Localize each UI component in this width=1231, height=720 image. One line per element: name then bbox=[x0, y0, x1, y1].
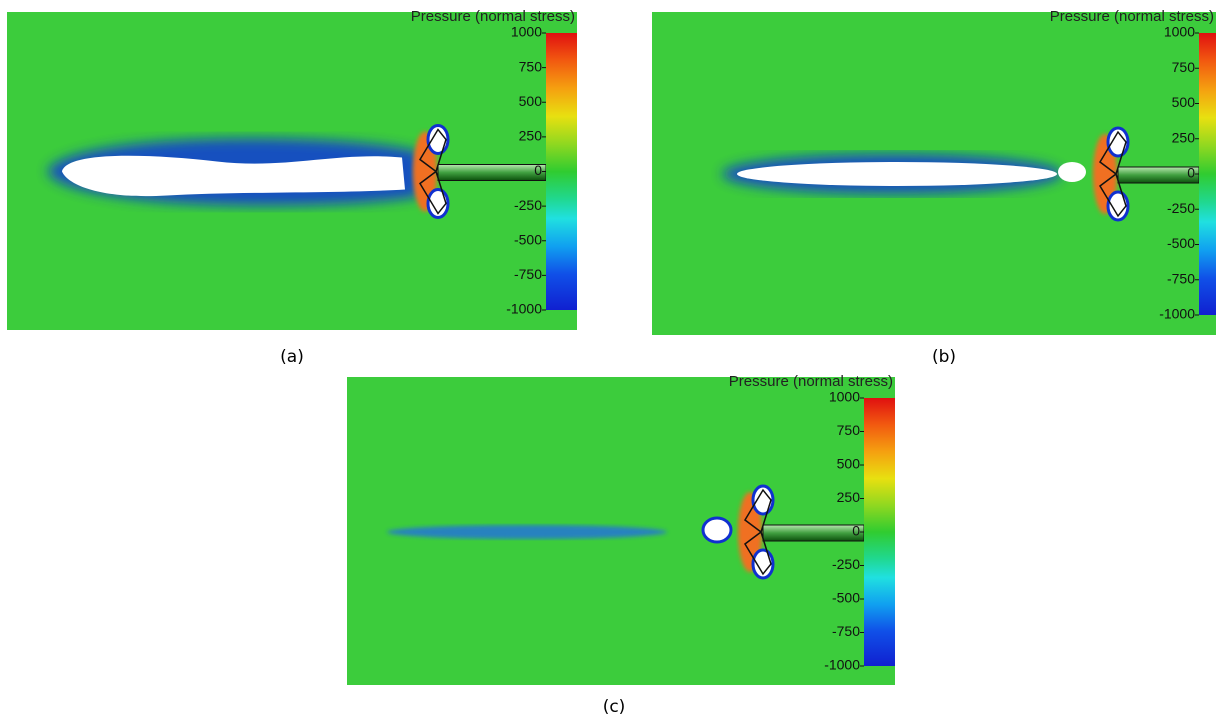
colorbar-tick-label: 1000 bbox=[829, 389, 860, 405]
panel-caption: (c) bbox=[603, 697, 626, 717]
wake-cavity bbox=[737, 162, 1057, 186]
panel: Pressure (normal stress)1000 750 500 250 0 -2… bbox=[652, 8, 1216, 367]
colorbar-tick-label: 250 bbox=[519, 128, 543, 144]
colorbar-tick-label: 250 bbox=[837, 489, 861, 505]
colorbar-tick-label: -500 bbox=[1167, 235, 1195, 251]
colorbar bbox=[864, 398, 895, 666]
colorbar-tick-label: -750 bbox=[1167, 270, 1195, 286]
colorbar-tick-label: -750 bbox=[832, 623, 860, 639]
colorbar-tick-label: -1000 bbox=[506, 301, 542, 317]
colorbar-tick-label: 0 bbox=[534, 162, 542, 178]
panel: Pressure (normal stress)1000 750 500 250 0 -2… bbox=[347, 373, 895, 717]
colorbar bbox=[1199, 33, 1216, 315]
colorbar-tick-label: 1000 bbox=[1164, 24, 1195, 40]
colorbar-tick-label: -1000 bbox=[1159, 306, 1195, 322]
page: Pressure (normal stress)10007505002500-2… bbox=[0, 0, 1231, 720]
shaft bbox=[438, 165, 546, 181]
shaft bbox=[763, 525, 864, 541]
panel: Pressure (normal stress)1000 750 500 250 0 -2… bbox=[7, 8, 577, 367]
colorbar-tick-label: -250 bbox=[832, 556, 860, 572]
colorbar-tick-label: -500 bbox=[514, 231, 542, 247]
wake-cavity bbox=[703, 518, 731, 542]
colorbar-tick-label: -1000 bbox=[824, 657, 860, 673]
colorbar-tick-label: 0 bbox=[852, 523, 860, 539]
wake-streak bbox=[387, 525, 667, 539]
colorbar-tick-label: 500 bbox=[1172, 94, 1196, 110]
panel-caption: (a) bbox=[280, 347, 304, 367]
colorbar-title: Pressure (normal stress) bbox=[1050, 8, 1214, 25]
colorbar-tick-label: 750 bbox=[837, 422, 861, 438]
colorbar-tick-label: 1000 bbox=[511, 24, 542, 40]
colorbar bbox=[546, 33, 577, 310]
colorbar-tick-label: 500 bbox=[519, 93, 543, 109]
wake-cavity bbox=[1058, 162, 1086, 182]
colorbar-title: Pressure (normal stress) bbox=[729, 373, 893, 390]
colorbar-tick-label: -750 bbox=[514, 266, 542, 282]
figure: Pressure (normal stress)10007505002500-2… bbox=[0, 0, 1231, 720]
colorbar-tick-label: 750 bbox=[519, 58, 543, 74]
panel-caption: (b) bbox=[932, 347, 956, 367]
colorbar-tick-label: -250 bbox=[514, 197, 542, 213]
colorbar-tick-label: 250 bbox=[1172, 129, 1196, 145]
colorbar-title: Pressure (normal stress) bbox=[411, 8, 575, 25]
colorbar-tick-label: 750 bbox=[1172, 59, 1196, 75]
colorbar-tick-label: -500 bbox=[832, 590, 860, 606]
colorbar-tick-label: 0 bbox=[1187, 165, 1195, 181]
colorbar-tick-label: 500 bbox=[837, 456, 861, 472]
colorbar-tick-label: -250 bbox=[1167, 200, 1195, 216]
